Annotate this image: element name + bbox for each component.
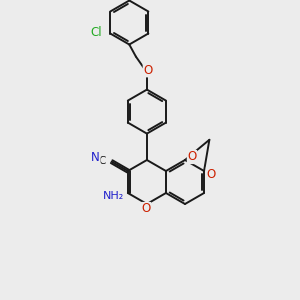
Text: O: O — [188, 151, 196, 164]
Text: N: N — [91, 151, 100, 164]
Text: NH₂: NH₂ — [103, 191, 124, 201]
Text: O: O — [143, 64, 152, 77]
Text: Cl: Cl — [90, 26, 102, 39]
Text: O: O — [141, 202, 151, 215]
Text: C: C — [98, 156, 105, 166]
Text: O: O — [206, 167, 216, 181]
